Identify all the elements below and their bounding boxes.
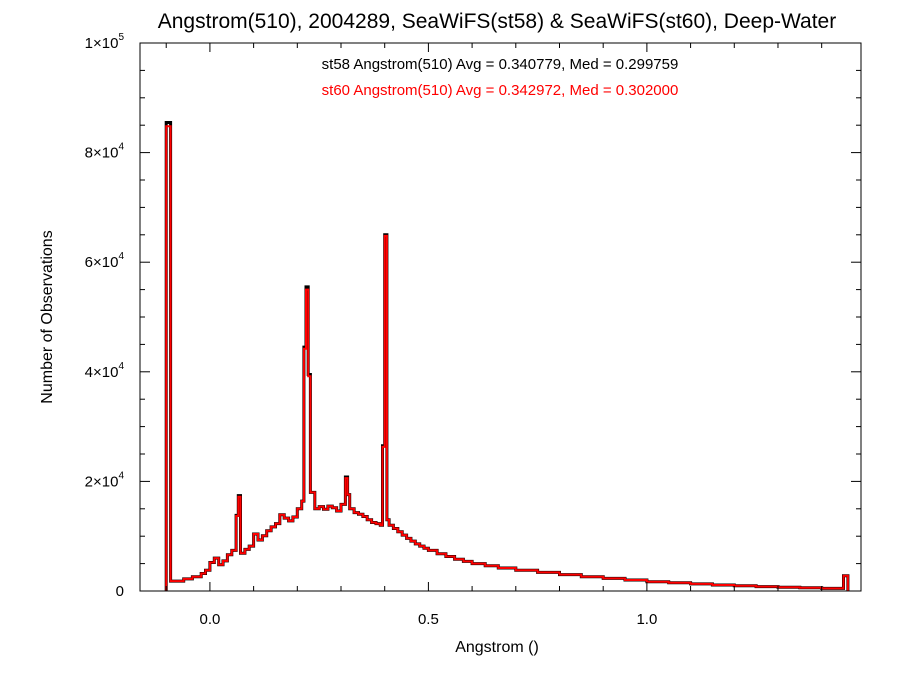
y-tick-label: 4×104 (85, 361, 125, 381)
x-tick-label: 0.0 (199, 611, 220, 628)
x-axis-label: Angstrom () (455, 639, 539, 656)
y-axis-label: Number of Observations (39, 230, 56, 403)
series-line-st60 (165, 125, 849, 591)
x-tick-label: 1.0 (636, 611, 657, 628)
y-tick-label: 0 (116, 583, 124, 600)
y-tick-label: 8×104 (85, 142, 125, 162)
plot-frame (139, 42, 862, 592)
y-tick-label: 6×104 (85, 251, 125, 271)
axes-layer: 0.0 0.5 1.0 0 2×104 4×104 6×104 8×104 1×105 (85, 32, 861, 628)
series-layer (164, 121, 850, 591)
x-tick-label: 0.5 (418, 611, 439, 628)
annotation-st60-stats: st60 Angstrom(510) Avg = 0.342972, Med =… (322, 82, 679, 99)
chart-title: Angstrom(510), 2004289, SeaWiFS(st58) & … (158, 10, 836, 33)
y-tick-label: 2×104 (85, 470, 125, 490)
y-tick-label: 1×105 (85, 32, 125, 52)
annotation-st58-stats: st58 Angstrom(510) Avg = 0.340779, Med =… (322, 56, 679, 73)
